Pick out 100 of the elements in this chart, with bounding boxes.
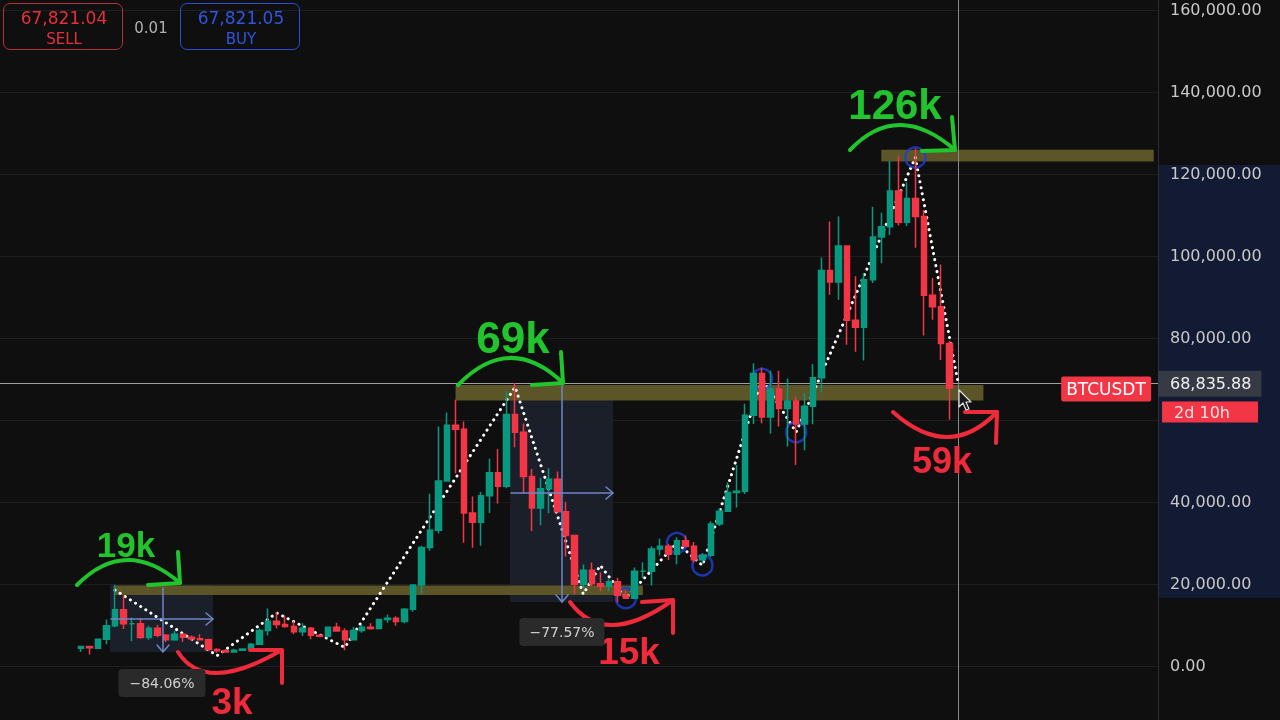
candlestick [758,366,766,424]
candlestick [511,382,519,449]
y-tick-label: 40,000.00 [1170,492,1252,512]
candlestick [204,638,213,652]
annotation: 15k [598,630,660,672]
candlestick [783,377,792,448]
candlestick [426,492,434,552]
candlestick [741,403,749,495]
candlestick [477,491,485,547]
candlestick [851,275,860,353]
candlestick [94,638,102,650]
ref-line-label: 68,835.88 [1170,374,1252,394]
candlestick [715,507,724,527]
candlestick [528,468,536,532]
candlestick [834,215,843,301]
candlestick [102,618,111,645]
candlestick [928,277,937,321]
candlestick [255,627,264,645]
annotation: BUY [225,29,257,48]
candlestick [945,339,954,421]
candlestick [502,390,511,490]
candlestick [647,545,656,587]
candlestick [179,633,187,643]
candlestick [272,611,281,630]
annotation: −84.06% [118,669,206,697]
candlestick [596,571,605,592]
candlestick [886,159,894,236]
annotation: −77.57% [529,624,595,640]
candlestick [341,627,349,652]
candlestick [903,181,911,227]
candlestick [417,544,426,595]
candlestick [196,633,204,642]
candlestick [238,648,247,652]
candlestick [826,220,834,296]
candlestick [817,256,826,393]
candlestick [128,616,136,643]
candlestick [332,622,341,633]
candlestick [732,464,741,509]
candlestick [460,420,468,544]
candlestick [443,411,451,483]
candlestick [588,561,596,587]
y-tick-label: 140,000.00 [1170,82,1262,102]
candlestick [690,541,698,564]
candlestick [485,458,494,514]
candlestick [792,395,800,466]
candlestick [536,477,545,526]
candlestick [877,212,886,264]
point [691,554,714,577]
candlestick [766,369,775,435]
candlestick [434,425,443,535]
candlestick [307,626,315,640]
candlestick [937,263,945,361]
candlestick [136,617,145,640]
candlestick [451,399,460,474]
candlestick [570,533,579,595]
candlestick [494,448,502,505]
candlestick [673,536,681,565]
annotation: 0.01 [134,18,168,37]
annotation: 19k [96,524,156,564]
point [904,146,927,169]
candlestick [85,645,94,656]
buy-button: 67,821.05 BUY [180,3,300,50]
y-tick-label: 120,000.00 [1170,164,1262,184]
candlestick [298,622,307,637]
candlestick [656,538,664,557]
point [665,531,689,555]
annotation: 126k [848,81,942,128]
candlestick [400,607,409,624]
candlestick [622,589,630,600]
annotation: 69k [476,313,550,362]
text: 2d 10h [1162,401,1258,423]
y-tick-label: 160,000.00 [1170,0,1262,20]
candlestick [613,576,622,604]
candlestick [800,392,809,451]
candlestick [230,647,238,653]
annotation: 67,821.04 [20,7,108,28]
candlestick [221,648,230,654]
candlestick [187,634,196,642]
candlestick [869,205,877,284]
candlestick [664,542,673,561]
y-tick-label: 20,000.00 [1170,574,1252,594]
y-tick-label: 0.00 [1170,656,1206,676]
candlestick [707,520,715,558]
candlestick [698,552,707,565]
candlestick [605,578,613,592]
candlestick [724,481,732,513]
candlestick [911,147,920,249]
sell-button: 67,821.04 SELL [3,3,123,50]
candlestick [920,209,928,337]
candlestick [77,645,85,653]
candlestick [145,624,153,641]
candlestick [290,620,298,636]
candlestick [681,534,690,549]
candlestick [749,362,758,425]
candlestick [281,614,289,629]
candlestick [639,561,647,579]
candlestick [375,618,383,631]
candlestick [579,563,588,590]
y-tick-label: 100,000.00 [1170,246,1262,266]
candlestick [392,615,400,627]
